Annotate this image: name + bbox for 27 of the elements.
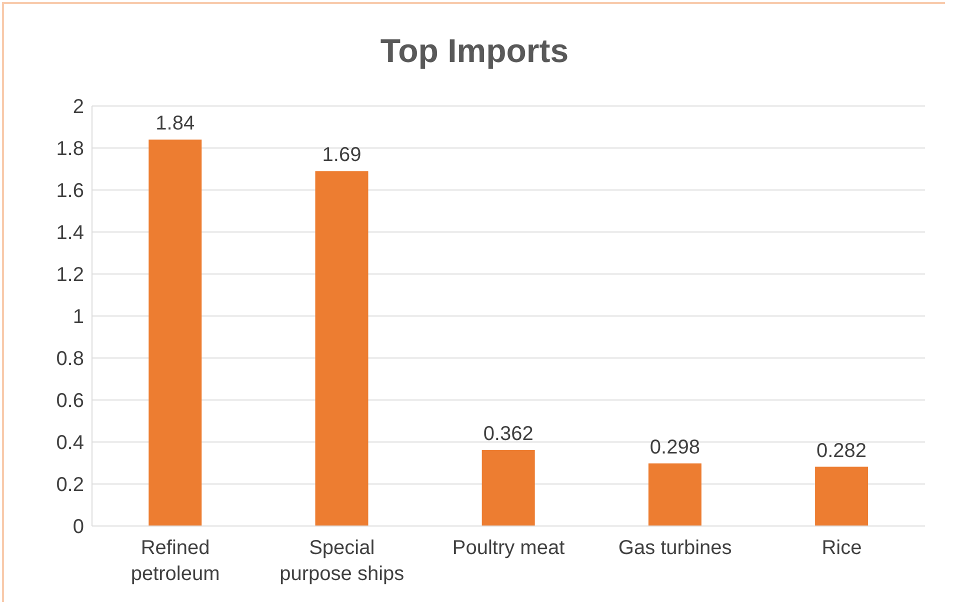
data-label: 1.69 — [322, 144, 362, 166]
y-tick-label: 1 — [72, 306, 84, 328]
bar — [148, 140, 202, 526]
x-tick-label: Gas turbines — [618, 537, 732, 559]
x-tick-label: Poultry meat — [452, 537, 566, 559]
bar — [315, 171, 368, 526]
x-tick-label: Refined petroleum — [130, 537, 220, 585]
y-tick-label: 1.2 — [56, 264, 84, 286]
y-tick-label: 1.8 — [56, 138, 84, 160]
y-tick-label: 0.8 — [56, 348, 84, 370]
y-tick-label: 0.6 — [56, 390, 84, 412]
bar — [648, 463, 702, 526]
y-tick-label: 1.6 — [56, 180, 84, 202]
bar — [815, 466, 868, 526]
chart-title: Top Imports — [379, 32, 570, 70]
data-label: 0.282 — [816, 440, 867, 462]
y-tick-label: 0.4 — [56, 432, 84, 454]
y-tick-label: 0 — [72, 516, 84, 538]
x-tick-label: Special purpose ships — [280, 537, 404, 585]
y-tick-label: 2 — [72, 96, 84, 118]
y-tick-label: 1.4 — [56, 222, 84, 244]
bar — [482, 450, 535, 526]
data-label: 0.362 — [483, 422, 534, 445]
x-tick-label: Rice — [822, 537, 862, 559]
data-label: 1.84 — [156, 112, 195, 135]
data-label: 0.298 — [650, 436, 700, 458]
y-tick-label: 0.2 — [56, 474, 84, 496]
